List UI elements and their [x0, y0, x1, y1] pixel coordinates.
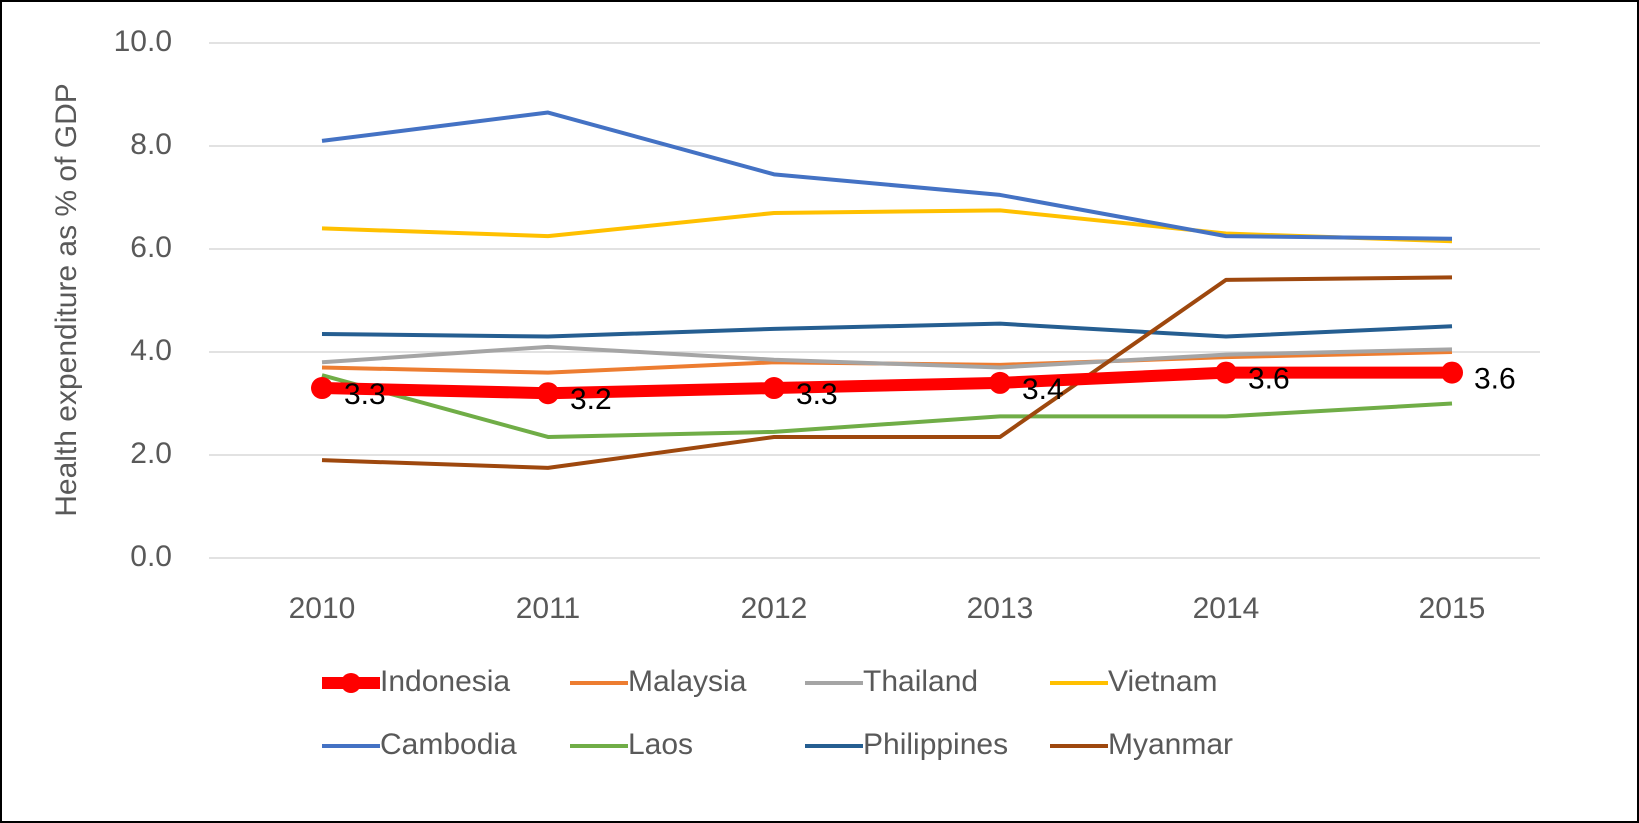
series-line — [321, 275, 1453, 470]
y-axis-label: Health expenditure as % of GDP — [50, 83, 83, 517]
legend-label: Myanmar — [1108, 728, 1233, 761]
data-label: 3.6 — [1474, 363, 1516, 396]
y-tick-label: 6.0 — [130, 231, 172, 264]
y-tick-label: 10.0 — [114, 25, 172, 58]
y-tick-label: 4.0 — [130, 334, 172, 367]
legend-label: Cambodia — [380, 728, 517, 761]
y-tick-label: 8.0 — [130, 128, 172, 161]
legend-label: Malaysia — [628, 665, 747, 698]
x-tick-label: 2015 — [1419, 592, 1486, 625]
point-marker — [1441, 361, 1463, 384]
legend-label: Thailand — [863, 665, 978, 698]
x-tick-label: 2013 — [967, 592, 1034, 625]
point-marker — [763, 377, 785, 400]
legend-label: Vietnam — [1108, 665, 1218, 698]
series-line — [321, 366, 1452, 400]
data-label: 3.6 — [1248, 363, 1290, 396]
point-marker — [311, 377, 333, 400]
x-tick-label: 2012 — [741, 592, 808, 625]
data-label: 3.2 — [570, 383, 612, 416]
point-marker — [537, 382, 559, 405]
point-marker — [989, 371, 1011, 394]
legend-marker — [341, 673, 361, 693]
series-line — [321, 321, 1453, 339]
x-tick-label: 2010 — [289, 592, 356, 625]
series-line — [321, 344, 1453, 370]
data-label: 3.3 — [344, 378, 386, 411]
y-tick-label: 0.0 — [130, 540, 172, 573]
y-tick-label: 2.0 — [130, 437, 172, 470]
series-line — [321, 110, 1453, 241]
data-label: 3.3 — [796, 378, 838, 411]
x-tick-label: 2014 — [1193, 592, 1260, 625]
data-label: 3.4 — [1022, 373, 1064, 406]
legend-label: Philippines — [863, 728, 1008, 761]
legend-label: Laos — [628, 728, 693, 761]
point-marker — [1215, 361, 1237, 384]
series-line — [321, 373, 1453, 439]
legend-label: Indonesia — [380, 665, 510, 698]
x-tick-label: 2011 — [516, 592, 581, 625]
